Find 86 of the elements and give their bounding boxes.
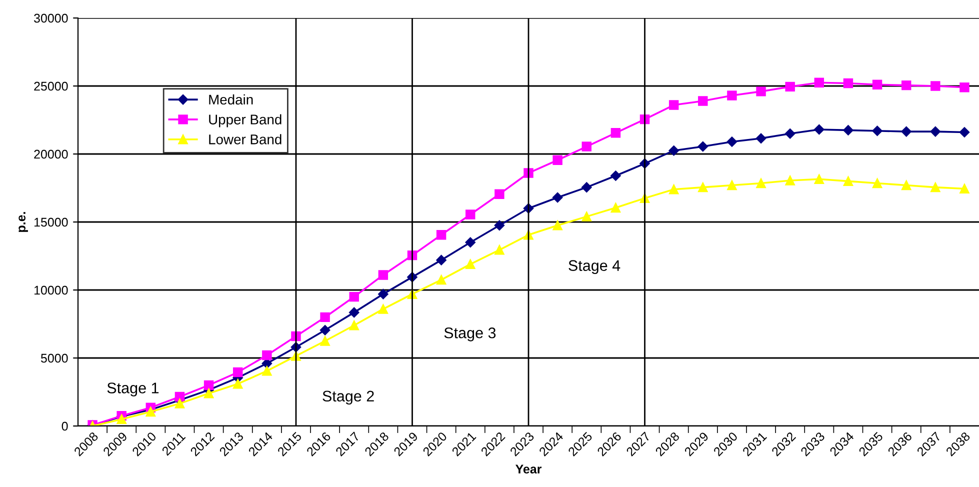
point xyxy=(930,81,940,91)
point xyxy=(726,136,738,147)
point xyxy=(930,126,941,137)
point xyxy=(698,141,708,152)
y-tick-label: 20000 xyxy=(34,150,68,159)
point xyxy=(814,78,824,88)
point xyxy=(436,254,446,266)
point xyxy=(901,80,912,90)
point xyxy=(668,100,679,110)
annotation: Stage 3 xyxy=(444,327,496,342)
point xyxy=(232,378,243,389)
x-axis-title: Year xyxy=(516,464,542,474)
point xyxy=(930,182,940,192)
point xyxy=(232,367,243,378)
point xyxy=(959,127,970,138)
point xyxy=(204,380,214,390)
point xyxy=(349,307,360,318)
point xyxy=(610,128,621,138)
point xyxy=(727,180,737,190)
point xyxy=(349,320,359,330)
point xyxy=(756,178,766,188)
point xyxy=(552,155,562,165)
point xyxy=(960,82,970,92)
legend-label: Medain xyxy=(209,94,253,105)
point xyxy=(872,178,882,188)
point xyxy=(204,388,214,398)
point xyxy=(465,237,476,248)
point xyxy=(174,392,185,402)
point xyxy=(552,220,562,230)
y-axis-title: p.e. xyxy=(18,212,28,232)
point xyxy=(378,288,388,300)
point xyxy=(146,406,156,417)
point xyxy=(320,336,330,346)
point xyxy=(436,230,446,240)
point xyxy=(960,184,970,194)
y-tick-label: 25000 xyxy=(34,82,68,91)
point xyxy=(320,325,330,336)
point xyxy=(814,124,824,135)
point xyxy=(668,145,679,156)
point xyxy=(436,274,446,285)
point xyxy=(552,192,563,203)
y-tick-label: 10000 xyxy=(34,286,68,295)
point xyxy=(698,96,708,106)
point xyxy=(785,82,795,92)
point xyxy=(872,126,882,136)
point xyxy=(843,78,854,88)
y-tick-label: 5000 xyxy=(40,354,68,363)
point xyxy=(174,398,185,408)
point xyxy=(727,90,737,100)
point xyxy=(378,304,388,314)
point xyxy=(466,210,476,220)
point xyxy=(349,292,359,302)
legend-label: Upper Band xyxy=(209,114,282,128)
point xyxy=(582,212,592,222)
annotation: Stage 1 xyxy=(107,382,159,396)
point xyxy=(610,202,621,213)
y-tick-label: 15000 xyxy=(34,218,68,227)
point xyxy=(494,189,504,199)
point xyxy=(872,80,882,90)
point xyxy=(668,184,679,194)
y-tick-label: 0 xyxy=(62,422,68,431)
annotation: Stage 4 xyxy=(568,260,620,274)
point xyxy=(494,245,504,255)
point xyxy=(756,86,766,96)
y-tick-label: 30000 xyxy=(34,14,68,23)
point xyxy=(262,366,272,376)
point xyxy=(698,182,708,192)
point xyxy=(843,125,854,136)
point xyxy=(610,170,621,181)
point xyxy=(784,128,796,139)
point xyxy=(901,180,912,190)
point xyxy=(785,176,795,186)
point xyxy=(494,220,505,231)
point xyxy=(814,174,824,184)
point xyxy=(466,259,476,270)
point xyxy=(582,142,592,152)
point xyxy=(116,414,126,424)
point xyxy=(262,350,272,360)
legend-label: Lower Band xyxy=(209,134,282,144)
point xyxy=(843,176,854,186)
point xyxy=(582,182,592,192)
point xyxy=(756,133,766,144)
point xyxy=(901,126,912,137)
point xyxy=(320,312,330,322)
annotation: Stage 2 xyxy=(322,390,374,405)
point xyxy=(378,270,388,280)
